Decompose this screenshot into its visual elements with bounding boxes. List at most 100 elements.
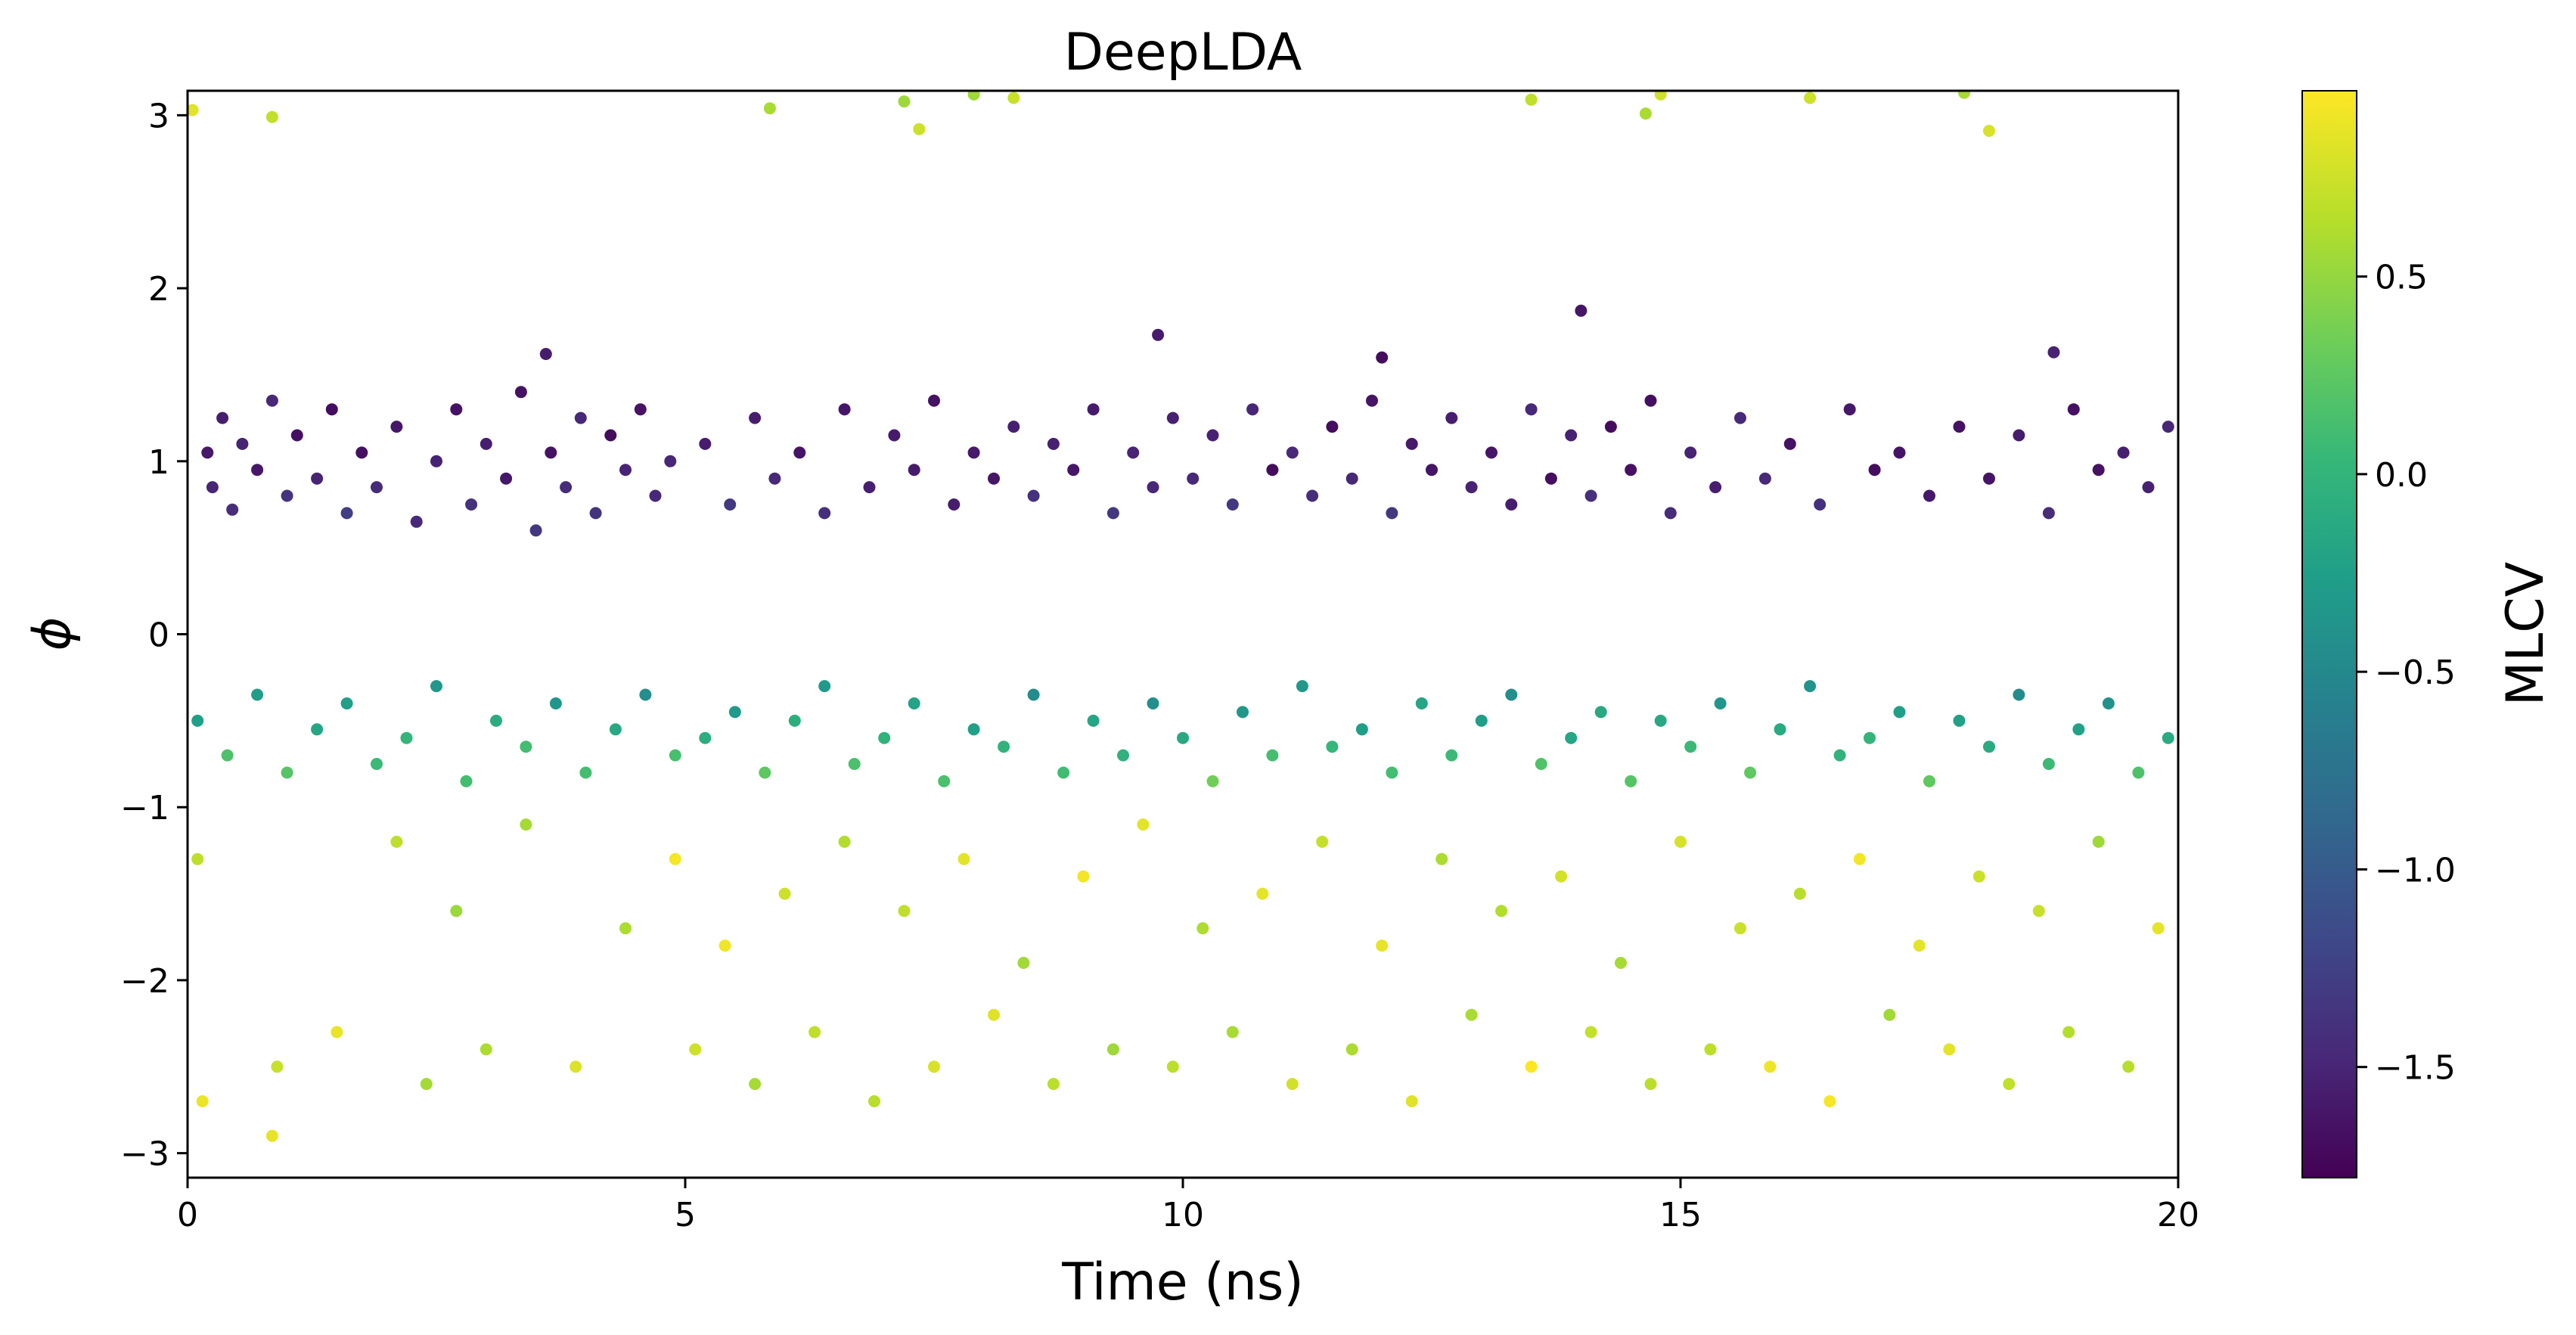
data-point-s2-20	[898, 905, 911, 917]
data-point-s1-19	[759, 767, 771, 779]
data-point-s1-34	[1207, 775, 1219, 787]
data-point-s1-56	[1864, 732, 1876, 744]
data-point-s2-9	[520, 818, 532, 830]
data-point-s1-51	[1715, 697, 1727, 709]
data-point-s0-12	[355, 446, 368, 458]
data-point-s0-103	[2048, 346, 2060, 359]
data-point-s0-19	[480, 438, 492, 450]
colorbar-tick-label: 0.0	[2375, 456, 2428, 495]
data-point-s1-50	[1684, 740, 1696, 753]
data-point-s1-31	[1117, 750, 1129, 762]
data-point-s1-48	[1625, 775, 1637, 787]
data-point-s2-56	[1973, 871, 1985, 883]
data-point-s2-40	[1495, 905, 1507, 917]
data-point-s1-64	[2103, 697, 2115, 709]
data-point-s0-101	[1376, 352, 1388, 364]
data-point-s0-94	[2068, 403, 2080, 415]
data-point-s2-19	[868, 1095, 880, 1107]
data-point-s2-73	[1804, 92, 1816, 104]
data-point-s1-53	[1774, 723, 1786, 735]
data-point-s0-78	[1645, 395, 1657, 407]
data-point-s2-0	[191, 853, 203, 865]
data-point-s1-47	[1595, 706, 1607, 718]
data-point-s1-25	[938, 775, 950, 787]
data-point-s0-20	[500, 473, 512, 485]
data-point-s0-51	[1107, 507, 1119, 519]
data-point-s0-59	[1266, 464, 1278, 476]
data-point-s1-38	[1326, 740, 1338, 753]
x-tick-label: 15	[1659, 1196, 1702, 1234]
data-point-s1-13	[579, 767, 591, 779]
data-point-s1-29	[1057, 767, 1069, 779]
data-point-s2-58	[2033, 905, 2045, 917]
data-point-s2-6	[421, 1078, 433, 1090]
data-point-s1-46	[1565, 732, 1577, 744]
data-point-s0-65	[1386, 507, 1398, 519]
data-point-s0-92	[2013, 430, 2025, 442]
data-point-s0-81	[1709, 481, 1721, 493]
data-point-s1-7	[401, 732, 413, 744]
data-point-s0-21	[515, 386, 527, 398]
data-point-s2-18	[839, 836, 851, 848]
data-point-s0-10	[326, 403, 338, 415]
data-point-s0-93	[2043, 507, 2055, 519]
data-point-s0-41	[908, 464, 920, 476]
data-point-s0-98	[2162, 421, 2174, 433]
data-point-s1-10	[490, 715, 502, 727]
data-point-s1-58	[1923, 775, 1935, 787]
x-axis: 0 5 10 15 20	[177, 1178, 2199, 1234]
data-point-s2-2	[266, 1130, 278, 1142]
data-point-s2-50	[1794, 888, 1806, 900]
data-point-s1-36	[1266, 750, 1278, 762]
data-point-s2-31	[1227, 1026, 1239, 1039]
data-point-s2-43	[1585, 1026, 1597, 1039]
data-point-s1-66	[2162, 732, 2174, 744]
data-point-s2-10	[570, 1060, 582, 1073]
data-point-s1-35	[1237, 706, 1249, 718]
data-point-s1-23	[878, 732, 890, 744]
data-point-s2-64	[266, 111, 278, 123]
data-point-s1-40	[1386, 767, 1398, 779]
data-point-s1-33	[1177, 732, 1189, 744]
data-point-s2-55	[1943, 1043, 1955, 1055]
data-point-s0-44	[968, 446, 980, 458]
data-point-s0-52	[1127, 446, 1139, 458]
data-point-s0-82	[1734, 412, 1746, 424]
data-point-s2-75	[1983, 125, 1995, 137]
data-point-s1-63	[2072, 723, 2084, 735]
data-point-s0-66	[1406, 438, 1418, 450]
data-point-s0-15	[411, 516, 423, 528]
data-point-s2-32	[1256, 888, 1268, 900]
data-point-s2-15	[749, 1078, 761, 1090]
data-point-s2-49	[1764, 1060, 1776, 1073]
data-point-s0-56	[1207, 430, 1219, 442]
data-point-s0-26	[590, 507, 602, 519]
data-point-s2-35	[1346, 1043, 1358, 1055]
data-point-s0-17	[450, 403, 462, 415]
data-point-s1-24	[908, 697, 920, 709]
data-point-s2-69	[1007, 92, 1020, 104]
data-point-s0-86	[1844, 403, 1856, 415]
data-point-s0-58	[1246, 403, 1259, 415]
data-point-s2-25	[1047, 1078, 1060, 1090]
data-point-s0-88	[1894, 446, 1906, 458]
data-point-s0-29	[635, 403, 647, 415]
data-point-s0-80	[1684, 446, 1696, 458]
data-point-s1-52	[1744, 767, 1756, 779]
data-point-s1-8	[430, 680, 442, 692]
data-point-s0-75	[1585, 490, 1597, 502]
data-point-s1-55	[1834, 750, 1846, 762]
data-point-s0-6	[266, 395, 278, 407]
data-point-s1-44	[1505, 689, 1517, 701]
data-point-s0-68	[1445, 412, 1457, 424]
data-point-s2-8	[480, 1043, 492, 1055]
data-point-s1-15	[639, 689, 651, 701]
data-point-s2-52	[1854, 853, 1866, 865]
y-tick-label: 3	[148, 97, 169, 135]
data-point-s2-28	[1137, 818, 1149, 830]
data-point-s1-59	[1954, 715, 1966, 727]
data-point-s1-26	[968, 723, 980, 735]
data-point-s1-6	[371, 758, 383, 770]
data-point-s0-84	[1784, 438, 1796, 450]
data-point-s2-66	[898, 95, 911, 107]
